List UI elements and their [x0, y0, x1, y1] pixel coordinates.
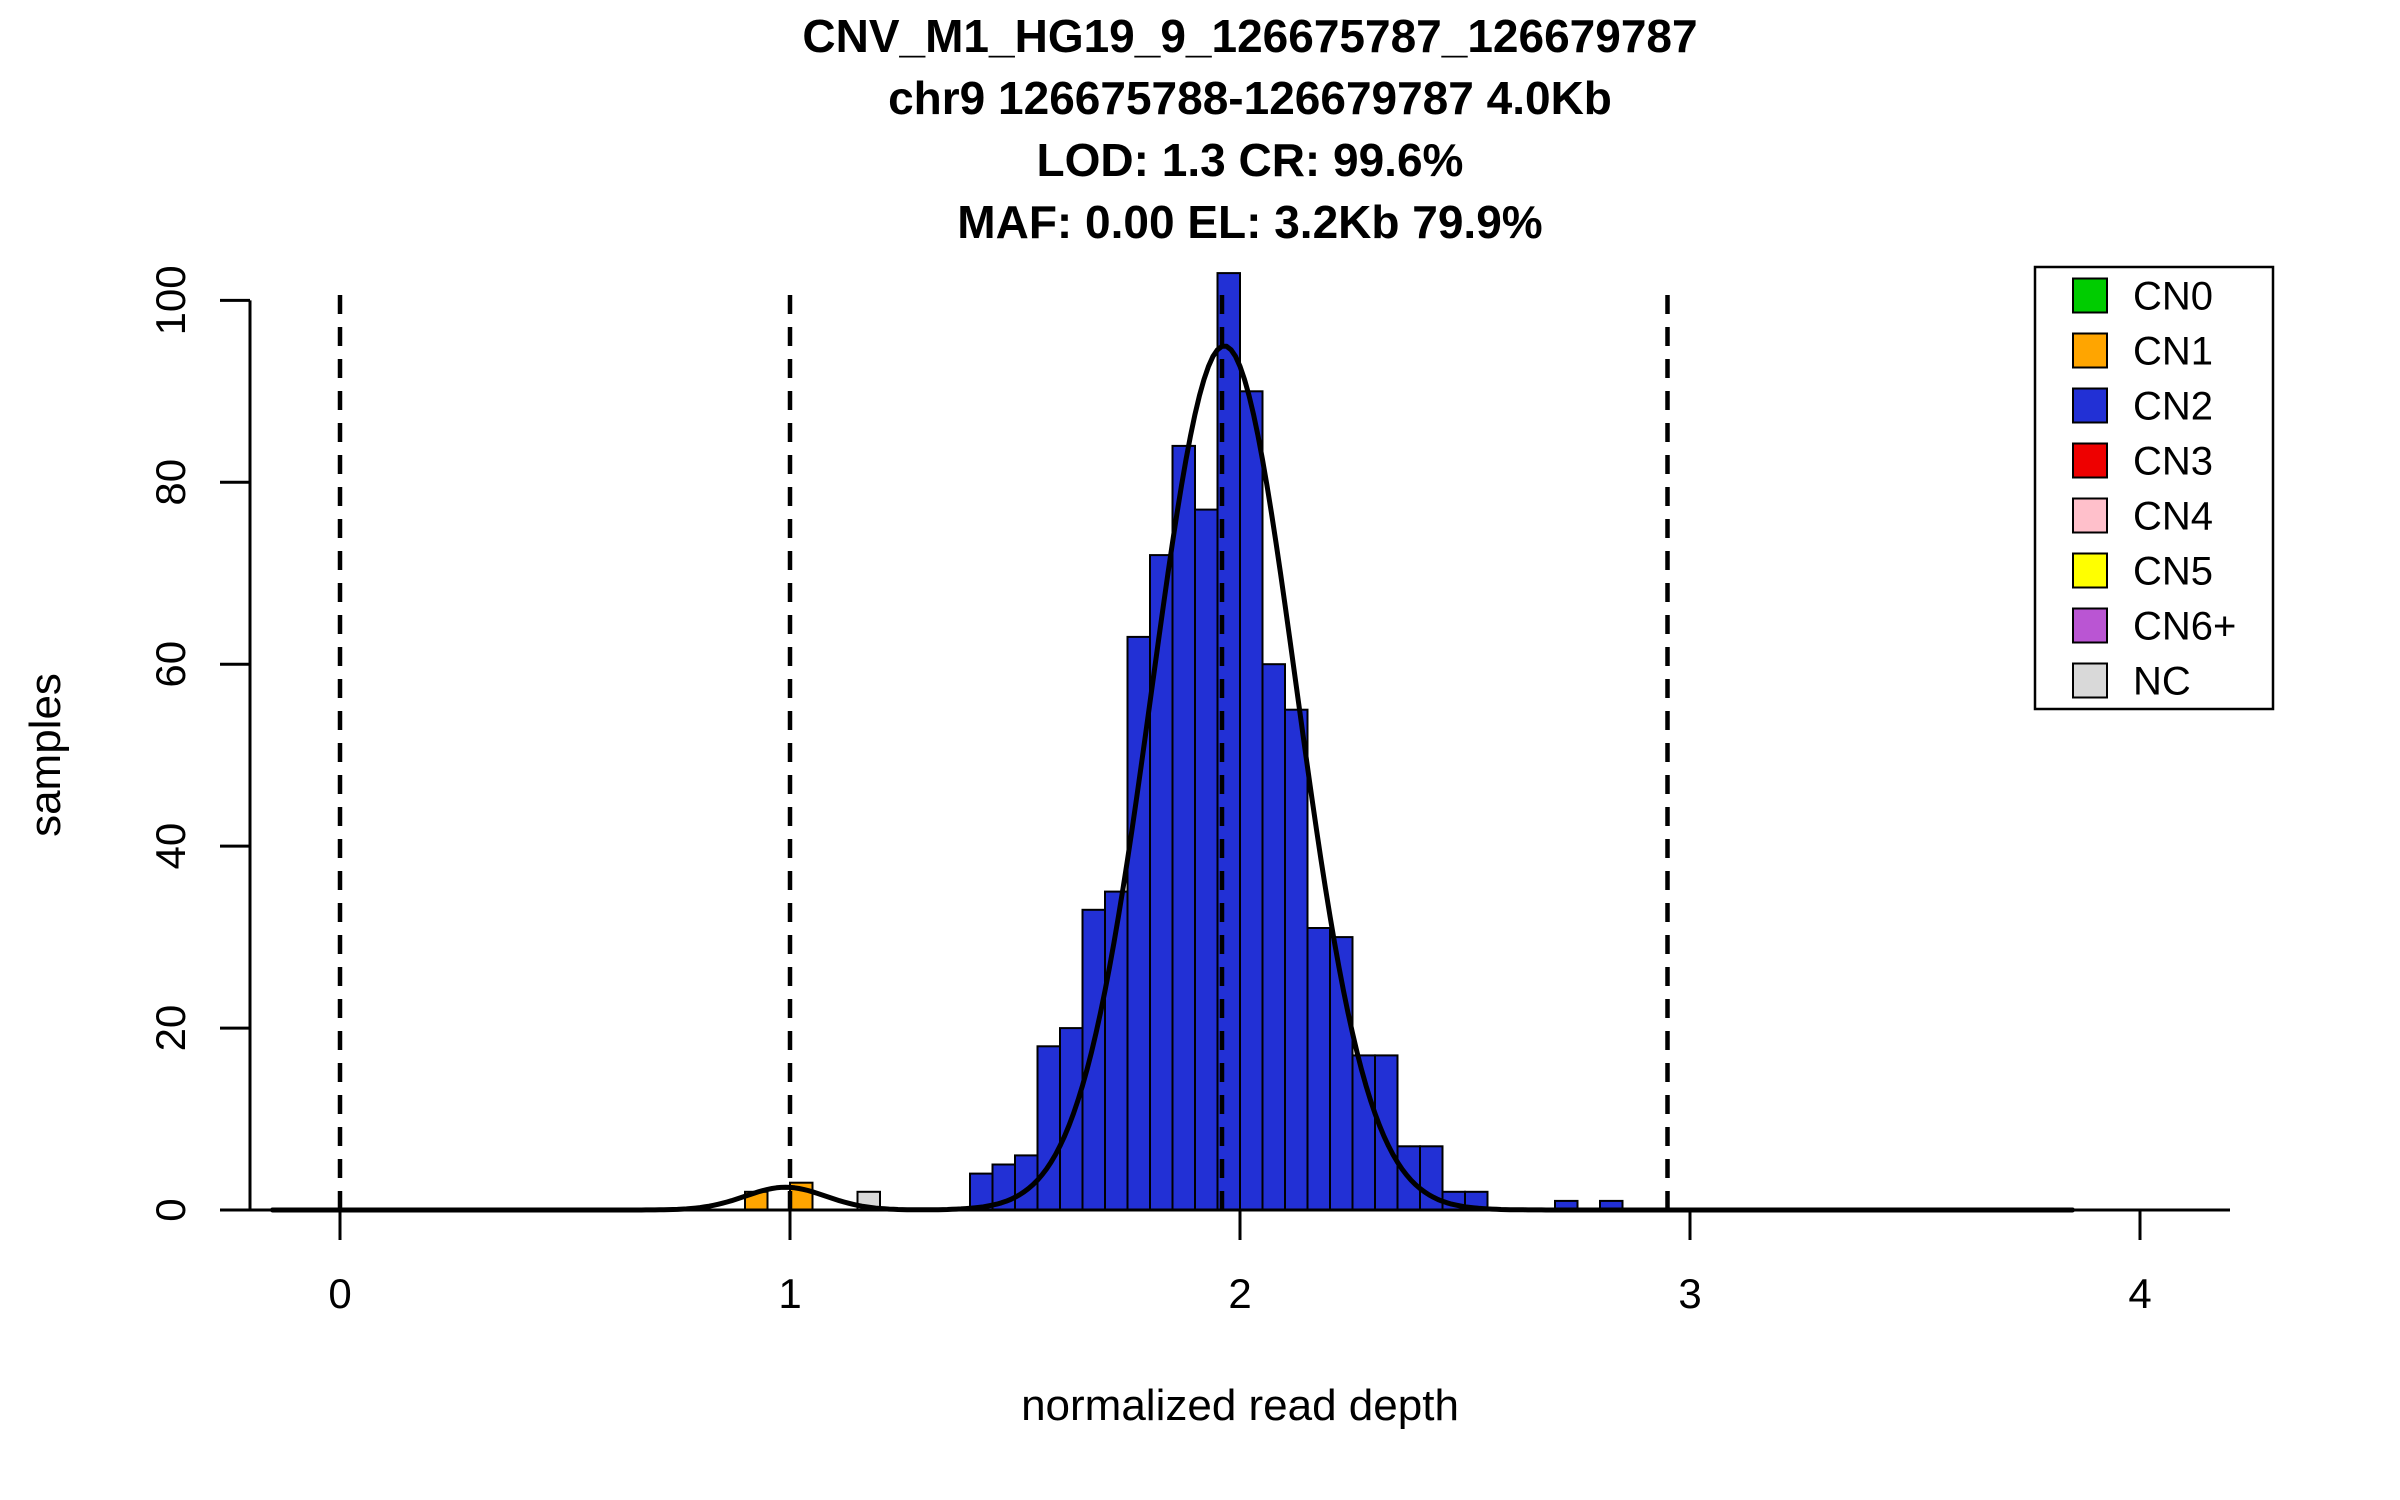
legend-label-nc: NC [2133, 660, 2191, 704]
histogram-bar-cn2 [1239, 390, 1264, 1211]
chart-title-line-4: MAF: 0.00 EL: 3.2Kb 79.9% [957, 196, 1542, 248]
legend-swatch-cn2 [2072, 387, 2108, 424]
y-tick-label: 20 [147, 1005, 194, 1052]
y-tick-label: 80 [147, 459, 194, 506]
y-axis-title: samples [21, 673, 70, 837]
histogram-bar-cn2 [1081, 908, 1106, 1211]
legend-label-cn6+: CN6+ [2133, 605, 2236, 649]
histogram-bar-cn2 [1036, 1045, 1061, 1212]
histogram-bar-cn2 [1374, 1054, 1399, 1212]
chart-title-line-2: chr9 126675788-126679787 4.0Kb [888, 72, 1612, 124]
legend-label-cn5: CN5 [2133, 550, 2213, 594]
legend-swatch-cn4 [2072, 497, 2108, 534]
histogram-bar-cn2 [1171, 444, 1196, 1211]
legend-swatch-cn5 [2072, 552, 2108, 589]
y-tick-label: 0 [147, 1198, 194, 1221]
chart-title-line-1: CNV_M1_HG19_9_126675787_126679787 [802, 10, 1697, 62]
histogram-bar-cn2 [1149, 554, 1174, 1211]
x-tick-label: 0 [328, 1270, 351, 1317]
x-tick-label: 1 [778, 1270, 801, 1317]
legend-swatch-cn1 [2072, 332, 2108, 369]
x-tick-label: 4 [2128, 1270, 2151, 1317]
legend-label-cn1: CN1 [2133, 330, 2213, 374]
density-curve [270, 343, 2075, 1213]
legend-label-cn0: CN0 [2133, 275, 2213, 319]
chart-title-line-3: LOD: 1.3 CR: 99.6% [1037, 134, 1464, 186]
legend-label-cn4: CN4 [2133, 495, 2213, 539]
y-tick-label: 100 [147, 265, 194, 335]
legend-swatch-cn3 [2072, 442, 2108, 479]
legend-swatch-nc [2072, 662, 2108, 699]
x-axis-title: normalized read depth [1021, 1381, 1459, 1430]
histogram-bar-cn2 [1194, 508, 1219, 1212]
y-tick-label: 60 [147, 641, 194, 688]
histogram-bar-cn2 [1284, 708, 1309, 1211]
legend-swatch-cn0 [2072, 277, 2108, 314]
histogram-bar-cn2 [1306, 927, 1331, 1211]
y-tick-label: 40 [147, 823, 194, 870]
x-tick-label: 3 [1678, 1270, 1701, 1317]
histogram-bar-cn2 [1261, 663, 1286, 1211]
x-tick-label: 2 [1228, 1270, 1251, 1317]
legend-label-cn2: CN2 [2133, 385, 2213, 429]
legend-swatch-cn6+ [2072, 607, 2108, 644]
legend-label-cn3: CN3 [2133, 440, 2213, 484]
